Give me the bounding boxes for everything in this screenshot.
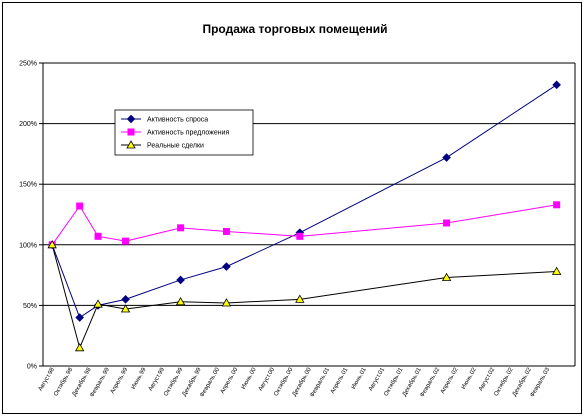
data-point	[553, 201, 561, 209]
data-point	[552, 80, 561, 90]
data-point	[222, 227, 230, 235]
legend-item: Реальные сделки	[121, 140, 204, 150]
chart-title: Продажа торговых помещений	[202, 22, 387, 36]
x-tick-label: Октябрь.01	[383, 366, 404, 397]
legend: Активность спроса Активность предложения Р…	[114, 109, 254, 156]
data-point	[75, 313, 84, 322]
x-tick-label: Август.02	[478, 366, 496, 392]
x-tick-label: Август.99	[148, 366, 166, 392]
y-tick-label: 200%	[19, 121, 37, 128]
y-tick-label: 0%	[27, 364, 37, 371]
data-point	[121, 295, 130, 304]
series-lines	[47, 80, 562, 352]
y-tick-label: 250%	[19, 61, 37, 68]
data-point	[296, 232, 304, 240]
data-point	[222, 262, 231, 271]
x-tick-label: Июнь.00	[241, 366, 258, 390]
y-tick-label: 50%	[23, 303, 37, 310]
x-tick-label: Июнь.02	[461, 366, 478, 390]
data-point	[443, 219, 451, 227]
data-point	[441, 272, 452, 281]
x-tick-label: Февраль.03	[530, 366, 552, 398]
x-tick-label: Февраль.99	[89, 366, 111, 398]
legend-label: Активность предложения	[147, 130, 230, 137]
x-tick-label: Апрель.01	[330, 366, 350, 394]
legend-item: Активность предложения	[121, 128, 230, 137]
legend-marker	[126, 114, 136, 124]
x-tick-label: Октябрь.99	[163, 366, 184, 397]
data-point	[551, 266, 562, 275]
data-point	[76, 202, 84, 210]
x-tick-label: Февраль.02	[420, 366, 442, 398]
data-point	[442, 153, 451, 162]
x-tick-label: Апрель.00	[220, 366, 240, 394]
data-point	[94, 232, 102, 240]
x-tick-label: Февраль.00	[199, 366, 221, 398]
y-axis-tick-labels: 0% 50% 100% 150% 200% 250%	[19, 61, 37, 371]
data-point	[221, 298, 232, 307]
legend-marker	[126, 140, 136, 149]
gridlines	[39, 62, 576, 367]
data-point	[47, 239, 57, 249]
x-tick-label: Август.01	[368, 366, 386, 392]
data-point	[93, 299, 103, 308]
x-tick-label: Апрель.02	[440, 366, 460, 394]
data-point	[75, 343, 85, 352]
x-axis-tick-labels: Август.98Октябрь.98Декабрь.98Февраль.99А…	[38, 366, 552, 398]
x-tick-label: Август.00	[258, 366, 276, 392]
data-point	[120, 304, 131, 313]
x-tick-label: Август.98	[38, 366, 56, 392]
x-tick-label: Февраль.01	[310, 366, 332, 398]
series-2	[48, 201, 561, 249]
y-tick-label: 100%	[19, 242, 37, 249]
legend-label: Активность спроса	[147, 117, 208, 124]
series-3	[47, 239, 562, 352]
x-tick-label: Июнь.99	[131, 366, 148, 390]
legend-marker	[127, 128, 135, 136]
line-chart: Продажа торговых помещений 0% 50% 100% 150%…	[19, 22, 576, 398]
chart-frame: Продажа торговых помещений 0% 50% 100% 150%…	[2, 2, 582, 414]
data-point	[175, 296, 186, 306]
x-tick-label: Октябрь.02	[494, 366, 515, 397]
data-point	[177, 224, 185, 232]
legend-item: Активность спроса	[121, 114, 208, 124]
series-line	[51, 244, 557, 350]
legend-label: Реальные сделки	[147, 143, 204, 150]
data-point	[176, 275, 185, 285]
x-tick-label: Апрель.99	[110, 366, 130, 394]
y-tick-label: 150%	[19, 182, 37, 189]
data-point	[122, 237, 130, 245]
x-tick-label: Октябрь.98	[53, 366, 74, 397]
x-tick-label: Октябрь.00	[273, 366, 294, 397]
x-tick-label: Июнь.01	[351, 366, 368, 390]
data-point	[295, 294, 305, 303]
